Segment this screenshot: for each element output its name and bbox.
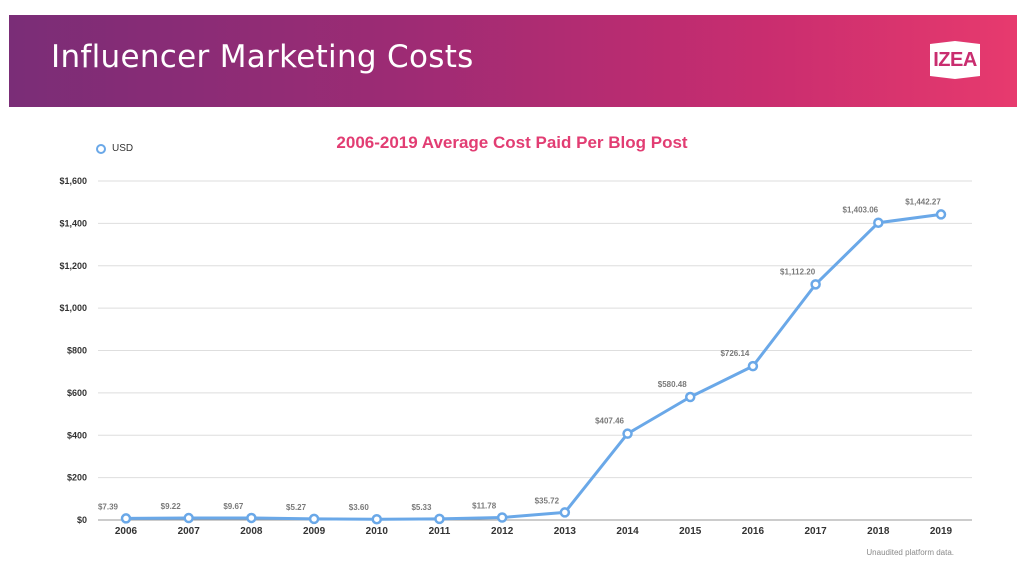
footnote: Unaudited platform data.	[866, 548, 954, 557]
data-point	[684, 391, 696, 403]
y-tick-label: $200	[67, 473, 87, 483]
data-label: $11.78	[472, 502, 497, 511]
data-label: $1,442.27	[905, 197, 941, 206]
data-point	[246, 512, 257, 524]
x-tick-label: 2010	[366, 526, 389, 537]
data-point	[434, 513, 445, 525]
data-point	[810, 279, 821, 290]
data-label: $407.46	[595, 417, 624, 426]
data-point	[935, 209, 947, 220]
data-label: $580.48	[658, 380, 687, 389]
data-label: $1,403.06	[843, 206, 879, 215]
izea-logo: IZEA	[930, 41, 980, 79]
y-tick-label: $400	[67, 430, 87, 440]
data-label: $5.27	[286, 503, 307, 512]
x-tick-label: 2011	[429, 526, 451, 537]
header-banner: Influencer Marketing Costs IZEA	[9, 15, 1017, 107]
x-tick-label: 2013	[554, 526, 577, 537]
y-tick-label: $1,400	[59, 218, 87, 228]
data-label: $5.33	[411, 503, 432, 512]
x-tick-label: 2009	[303, 526, 326, 537]
data-point	[873, 217, 884, 228]
legend-marker-icon	[96, 143, 106, 154]
x-tick-label: 2012	[491, 526, 514, 537]
x-tick-label: 2015	[679, 526, 702, 537]
data-label: $9.67	[223, 502, 244, 511]
y-tick-label: $1,600	[59, 176, 87, 186]
chart-legend: USD	[96, 143, 133, 154]
data-point	[559, 507, 571, 518]
page-title: Influencer Marketing Costs	[51, 39, 474, 75]
x-tick-label: 2016	[742, 526, 765, 537]
data-point	[308, 513, 320, 525]
y-tick-label: $0	[77, 515, 87, 525]
data-label: $9.22	[161, 502, 182, 511]
data-point	[622, 428, 633, 439]
legend-label: USD	[112, 143, 134, 154]
data-point	[371, 513, 383, 525]
series-line	[125, 212, 942, 521]
data-point	[496, 512, 508, 523]
x-tick-label: 2007	[178, 526, 201, 537]
chart-title: 2006-2019 Average Cost Paid Per Blog Pos…	[336, 133, 688, 152]
x-tick-label: 2019	[930, 526, 953, 537]
data-label: $726.14	[720, 349, 749, 358]
data-point	[120, 513, 132, 524]
y-tick-label: $600	[67, 388, 87, 398]
data-label: $3.60	[349, 503, 370, 512]
data-label: $1,112.20	[780, 267, 816, 276]
data-label: $35.72	[535, 496, 560, 505]
y-tick-label: $1,200	[59, 261, 87, 271]
y-tick-label: $800	[67, 346, 87, 356]
x-tick-label: 2017	[804, 526, 827, 537]
data-point	[183, 512, 194, 524]
x-tick-label: 2014	[616, 526, 639, 537]
x-tick-label: 2008	[240, 526, 263, 537]
y-tick-label: $1,000	[59, 303, 87, 313]
x-tick-label: 2018	[867, 526, 890, 537]
x-tick-label: 2006	[115, 526, 138, 537]
data-label: $7.39	[98, 502, 119, 511]
data-point	[747, 360, 759, 372]
